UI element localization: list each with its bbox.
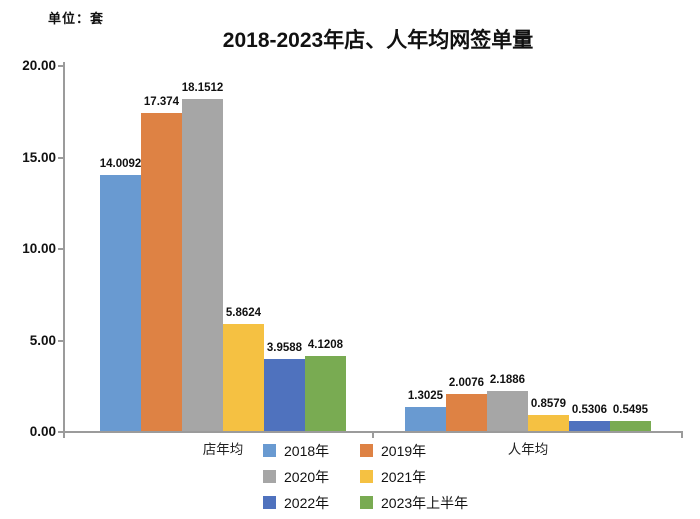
legend-label: 2019年 — [381, 443, 427, 459]
legend-item-2018年: 2018年 — [263, 441, 393, 461]
bar-value-label: 18.1512 — [181, 82, 224, 94]
bar-2021年-店年均 — [223, 324, 264, 431]
y-axis-label: 20.00 — [22, 58, 56, 73]
x-axis-tick — [372, 433, 374, 438]
legend-swatch-icon — [263, 470, 276, 483]
bar-value-label: 4.1208 — [307, 339, 344, 351]
bar-2019年-人年均 — [446, 394, 487, 431]
y-axis-line — [63, 62, 65, 433]
legend-item-2022年: 2022年 — [263, 493, 393, 513]
legend-item-2019年: 2019年 — [360, 441, 490, 461]
bar-value-label: 2.1886 — [489, 374, 526, 386]
legend-item-2020年: 2020年 — [263, 467, 393, 487]
bar-2020年-人年均 — [487, 391, 528, 431]
bar-2021年-人年均 — [528, 415, 569, 431]
bar-value-label: 0.5495 — [612, 404, 649, 416]
bar-value-label: 0.8579 — [530, 398, 567, 410]
bar-value-label: 2.0076 — [448, 377, 485, 389]
bar-2023年上半年-人年均 — [610, 421, 651, 431]
legend-swatch-icon — [360, 470, 373, 483]
bar-2018年-人年均 — [405, 407, 446, 431]
legend-swatch-icon — [360, 496, 373, 509]
legend-label: 2023年上半年 — [381, 495, 469, 511]
unit-label: 单位：套 — [48, 11, 105, 26]
legend-swatch-icon — [360, 444, 373, 457]
y-axis-tick — [58, 248, 63, 250]
legend-label: 2020年 — [284, 469, 330, 485]
bar-value-label: 3.9588 — [266, 342, 303, 354]
bar-2022年-店年均 — [264, 359, 305, 431]
y-axis-label: 5.00 — [29, 332, 56, 348]
y-axis-label: 15.00 — [22, 149, 56, 165]
chart-title: 2018-2023年店、人年均网签单量 — [222, 29, 534, 52]
y-axis-tick — [58, 65, 63, 67]
category-label-人年均: 人年均 — [507, 442, 549, 457]
x-axis-tick — [681, 433, 683, 438]
bar-2019年-店年均 — [141, 113, 182, 431]
bar-value-label: 0.5306 — [571, 404, 608, 416]
legend-item-2023年上半年: 2023年上半年 — [360, 493, 490, 513]
bar-2022年-人年均 — [569, 421, 610, 431]
legend-label: 2021年 — [381, 469, 427, 485]
legend-swatch-icon — [263, 496, 276, 509]
bar-2023年上半年-店年均 — [305, 356, 346, 431]
legend-label: 2022年 — [284, 495, 330, 511]
category-label-店年均: 店年均 — [202, 442, 244, 457]
y-axis-tick — [58, 156, 63, 159]
bar-2020年-店年均 — [182, 99, 223, 431]
x-axis-line — [63, 431, 683, 433]
x-axis-tick — [63, 433, 65, 438]
y-axis-tick — [58, 339, 63, 342]
y-axis-tick — [58, 431, 63, 433]
bar-value-label: 17.374 — [143, 96, 180, 108]
y-axis-label: 0.00 — [29, 424, 56, 439]
bar-value-label: 1.3025 — [407, 390, 444, 402]
legend-item-2021年: 2021年 — [360, 467, 490, 487]
legend-label: 2018年 — [284, 443, 330, 459]
legend-swatch-icon — [263, 444, 276, 457]
bar-value-label: 14.0092 — [99, 158, 142, 170]
y-axis-label: 10.00 — [22, 241, 56, 256]
bar-2018年-店年均 — [100, 175, 141, 431]
bar-value-label: 5.8624 — [225, 307, 262, 319]
